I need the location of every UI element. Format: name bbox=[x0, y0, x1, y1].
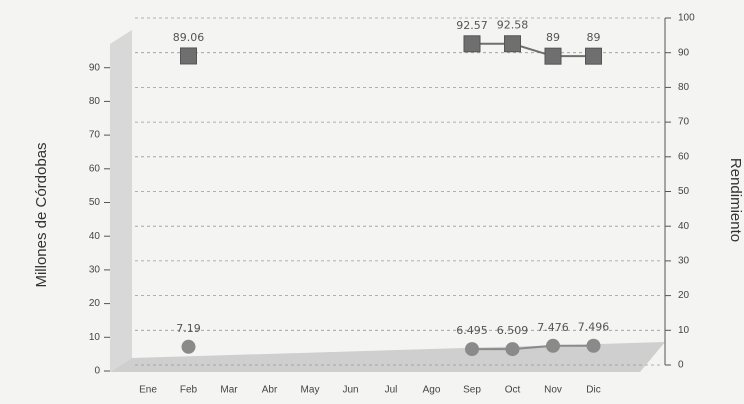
y2-tick-label: 70 bbox=[678, 117, 690, 128]
y2-tick-label: 0 bbox=[678, 360, 684, 371]
y2-tick-label: 40 bbox=[678, 221, 690, 232]
y-tick-label: 90 bbox=[89, 62, 101, 73]
y-tick-label: 0 bbox=[94, 366, 100, 377]
x-tick-label: Nov bbox=[544, 385, 562, 396]
marker bbox=[463, 35, 481, 53]
marker bbox=[544, 47, 562, 65]
x-tick-label: Abr bbox=[262, 385, 278, 396]
y2-tick-label: 100 bbox=[678, 13, 695, 24]
y2-tick-label: 50 bbox=[678, 186, 690, 197]
data-label: 7.476 bbox=[537, 321, 569, 334]
marker bbox=[586, 338, 601, 353]
x-tick-label: Jun bbox=[342, 385, 358, 396]
y-tick-label: 60 bbox=[89, 163, 101, 174]
data-label: 92.58 bbox=[497, 19, 529, 32]
series-line bbox=[471, 344, 594, 351]
y-tick-label: 40 bbox=[89, 231, 101, 242]
marker bbox=[504, 35, 521, 53]
y2-axis-label: Rendimiento bbox=[727, 158, 744, 242]
y2-tick-label: 90 bbox=[678, 47, 690, 58]
y-tick-label: 30 bbox=[89, 265, 101, 276]
x-tick-label: Jul bbox=[385, 385, 398, 396]
y-tick-label: 80 bbox=[89, 96, 101, 107]
x-tick-label: Dic bbox=[586, 385, 600, 396]
marker bbox=[180, 47, 197, 65]
y2-tick-label: 60 bbox=[678, 151, 690, 162]
marker bbox=[505, 342, 520, 357]
floor bbox=[110, 342, 665, 372]
data-label: 92.57 bbox=[456, 19, 488, 32]
series-line bbox=[471, 42, 594, 58]
y-tick-label: 70 bbox=[89, 130, 101, 141]
marker bbox=[585, 47, 602, 65]
y-tick-label: 20 bbox=[89, 298, 101, 309]
x-tick-label: Mar bbox=[220, 385, 238, 396]
x-tick-label: Feb bbox=[180, 385, 198, 396]
data-label: 89.06 bbox=[173, 31, 205, 44]
x-tick-label: May bbox=[301, 385, 320, 396]
x-tick-label: Ago bbox=[423, 385, 441, 396]
y2-tick-label: 80 bbox=[678, 82, 690, 93]
data-label: 7.496 bbox=[578, 321, 610, 334]
marker bbox=[181, 339, 196, 354]
side-wall bbox=[110, 30, 132, 372]
y2-tick-label: 10 bbox=[678, 325, 690, 336]
x-tick-label: Oct bbox=[505, 385, 521, 396]
y-tick-label: 50 bbox=[89, 197, 101, 208]
data-label: 89 bbox=[546, 31, 560, 44]
data-label: 89 bbox=[587, 31, 601, 44]
data-label: 6.509 bbox=[497, 324, 529, 337]
marker bbox=[465, 342, 479, 357]
x-tick-label: Sep bbox=[463, 385, 481, 396]
y-tick-label: 10 bbox=[89, 332, 101, 343]
data-label: 6.495 bbox=[456, 324, 488, 337]
data-label: 7.19 bbox=[176, 322, 201, 335]
marker bbox=[546, 338, 560, 353]
x-tick-label: Ene bbox=[139, 385, 157, 396]
y2-tick-label: 30 bbox=[678, 256, 690, 267]
y2-tick-label: 20 bbox=[678, 290, 690, 301]
y-axis-label: Millones de Córdobas bbox=[33, 142, 50, 287]
